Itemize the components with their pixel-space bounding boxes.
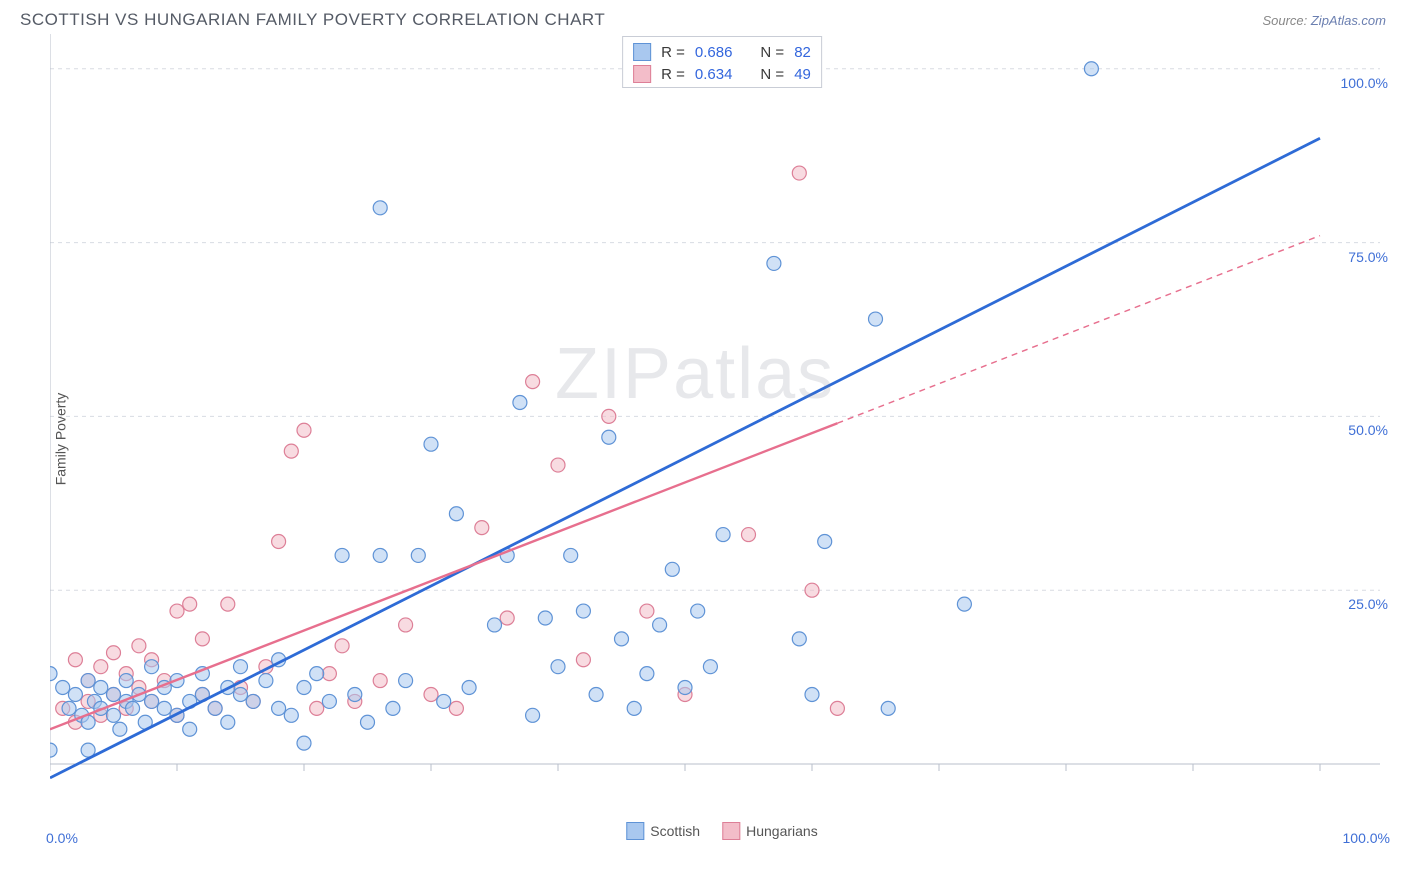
source-link[interactable]: ZipAtlas.com xyxy=(1311,13,1386,28)
scatter-plot xyxy=(50,34,1380,804)
chart-area: Family Poverty ZIPatlas R = 0.686 N = 82… xyxy=(50,34,1394,844)
n-label: N = xyxy=(760,44,784,61)
y-tick-label: 25.0% xyxy=(1348,596,1388,612)
legend-label-scottish: Scottish xyxy=(650,823,700,839)
n-label: N = xyxy=(760,66,784,83)
r-label: R = xyxy=(661,66,685,83)
r-value-hungarians: 0.634 xyxy=(695,66,733,83)
correlation-legend: R = 0.686 N = 82 R = 0.634 N = 49 xyxy=(622,36,822,88)
swatch-hungarians xyxy=(633,65,651,83)
swatch-scottish-icon xyxy=(626,822,644,840)
r-label: R = xyxy=(661,44,685,61)
chart-title: SCOTTISH VS HUNGARIAN FAMILY POVERTY COR… xyxy=(20,10,605,30)
x-origin-label: 0.0% xyxy=(46,830,78,846)
swatch-hungarians-icon xyxy=(722,822,740,840)
swatch-scottish xyxy=(633,43,651,61)
y-tick-label: 50.0% xyxy=(1348,422,1388,438)
legend-label-hungarians: Hungarians xyxy=(746,823,818,839)
legend-row-hungarians: R = 0.634 N = 49 xyxy=(633,63,811,85)
legend-row-scottish: R = 0.686 N = 82 xyxy=(633,41,811,63)
series-legend: Scottish Hungarians xyxy=(626,822,817,840)
y-tick-label: 75.0% xyxy=(1348,249,1388,265)
n-value-scottish: 82 xyxy=(794,44,811,61)
x-max-label: 100.0% xyxy=(1343,830,1390,846)
source-citation: Source: ZipAtlas.com xyxy=(1262,13,1386,28)
r-value-scottish: 0.686 xyxy=(695,44,733,61)
legend-item-scottish: Scottish xyxy=(626,822,700,840)
legend-item-hungarians: Hungarians xyxy=(722,822,818,840)
n-value-hungarians: 49 xyxy=(794,66,811,83)
source-prefix: Source: xyxy=(1262,13,1310,28)
y-tick-label: 100.0% xyxy=(1341,75,1388,91)
